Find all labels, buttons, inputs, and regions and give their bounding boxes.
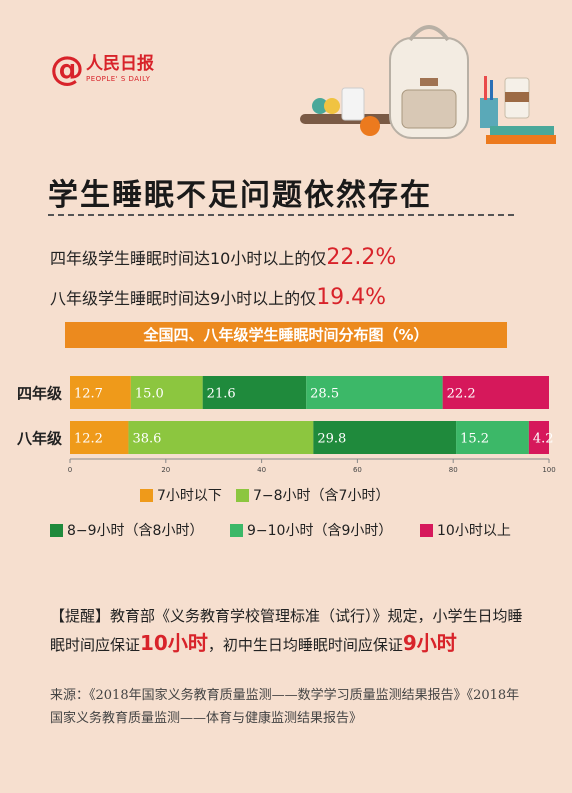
bar-segment	[202, 376, 307, 409]
book-icon	[490, 126, 554, 135]
bar-value-label: 15.0	[135, 387, 164, 402]
coffee-sleeve	[505, 92, 529, 102]
chart-title: 全国四、八年级学生睡眠时间分布图（%）	[65, 322, 507, 348]
bar-segment	[128, 421, 314, 454]
note-highlight-9h: 9小时	[402, 631, 457, 655]
bar-value-label: 12.2	[74, 432, 103, 447]
school-items-illustration	[300, 25, 556, 144]
pencil-icon	[490, 80, 493, 100]
x-tick-label: 20	[161, 466, 170, 474]
bar-value-label: 38.6	[132, 432, 161, 447]
logo-english: PEOPLE' S DAILY	[86, 74, 151, 83]
legend-label: 8−9小时（含8小时）	[67, 523, 204, 539]
reminder-note: 【提醒】教育部《义务教育学校管理标准（试行）》规定，小学生日均睡眠时间应保证10…	[50, 603, 530, 659]
note-middle: ，初中生日均睡眠时间应保证	[207, 636, 403, 654]
legend-item: 9−10小时（含9小时）	[230, 520, 392, 540]
bar-value-label: 29.8	[317, 432, 346, 447]
stat-grade4-text: 四年级学生睡眠时间达10小时以上的仅	[50, 249, 327, 268]
backpack-pocket	[401, 89, 457, 129]
stat-grade8-text: 八年级学生睡眠时间达9小时以上的仅	[50, 289, 317, 308]
logo-at-symbol: @	[50, 49, 84, 89]
legend-swatch	[230, 523, 243, 537]
bar-value-label: 4.2	[533, 432, 554, 447]
backpack-strap	[420, 78, 438, 86]
x-tick-label: 40	[257, 466, 266, 474]
x-tick-label: 0	[68, 466, 72, 474]
legend-label: 9−10小时（含9小时）	[247, 523, 393, 539]
stacked-bar-chart: 四年级 12.7 15.0 21.6 28.5 22.2 八年级 12.2 38.6 29.8 15…	[16, 376, 556, 474]
bar-segment	[313, 421, 457, 454]
logo-chinese: 人民日报	[86, 53, 154, 74]
orange-icon	[360, 116, 380, 136]
category-label: 八年级	[16, 430, 63, 448]
legend-swatch	[420, 523, 433, 537]
legend-item: 10小时以上	[420, 520, 511, 540]
peoples-daily-logo: @ 人民日报 PEOPLE' S DAILY	[50, 52, 154, 86]
backpack-handle	[408, 25, 450, 42]
legend-item: 7小时以下	[140, 485, 222, 505]
note-prefix: 【提醒】教育部《义务教育学校管理标准（试行）》规定，小学生日均睡眠时间应保证	[50, 607, 523, 654]
legend-swatch	[50, 523, 63, 537]
bar-segment	[456, 421, 529, 454]
skateboard-wheel-icon	[324, 98, 340, 114]
pencil-icon	[484, 76, 487, 100]
category-label: 四年级	[17, 385, 63, 403]
source-citation: 来源：《2018年国家义务教育质量监测——数学学习质量监测结果报告》《2018年…	[50, 688, 520, 726]
legend-item: 7−8小时（含7小时）	[236, 485, 389, 505]
legend-label: 7小时以下	[157, 488, 222, 504]
bar-value-label: 12.7	[74, 387, 103, 402]
note-highlight-10h: 10小时	[140, 631, 208, 655]
book-icon	[486, 135, 556, 144]
x-tick-label: 100	[542, 466, 555, 474]
legend-swatch	[140, 488, 153, 502]
bar-segment	[70, 421, 129, 454]
bar-value-label: 21.6	[207, 387, 236, 402]
dashed-divider	[48, 214, 514, 216]
logo-text: 人民日报 PEOPLE' S DAILY	[86, 53, 154, 83]
skateboard-wheel-icon	[312, 98, 328, 114]
headline: 学生睡眠不足问题依然存在	[48, 178, 432, 213]
bar-segment	[442, 376, 549, 409]
bar-value-label: 15.2	[460, 432, 489, 447]
stat-grade4: 四年级学生睡眠时间达10小时以上的仅22.2%	[50, 245, 396, 270]
x-tick-label: 80	[449, 466, 458, 474]
bar-segment	[306, 376, 443, 409]
legend-label: 7−8小时（含7小时）	[253, 488, 390, 504]
bar-segment	[70, 376, 131, 409]
pencil-cup-icon	[480, 98, 498, 128]
bar-value-label: 22.2	[447, 387, 476, 402]
legend-label: 10小时以上	[437, 523, 511, 539]
phone-icon	[341, 87, 365, 121]
bar-segment	[130, 376, 203, 409]
bar-segment	[528, 421, 549, 454]
legend-item: 8−9小时（含8小时）	[50, 520, 203, 540]
bar-value-label: 28.5	[310, 387, 339, 402]
legend-swatch	[236, 488, 249, 502]
stat-grade8-pct: 19.4%	[316, 285, 387, 310]
stat-grade4-pct: 22.2%	[326, 245, 397, 270]
stat-grade8: 八年级学生睡眠时间达9小时以上的仅19.4%	[50, 285, 386, 310]
x-tick-label: 60	[353, 466, 362, 474]
